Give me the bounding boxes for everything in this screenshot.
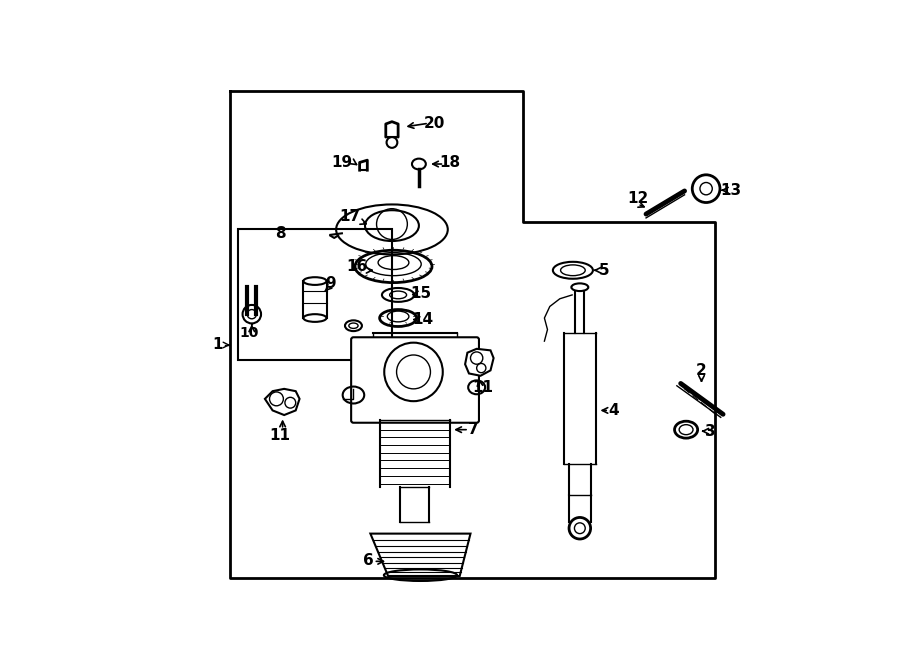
Polygon shape bbox=[465, 349, 493, 375]
Text: 13: 13 bbox=[720, 182, 742, 198]
Text: 11: 11 bbox=[270, 428, 291, 444]
Text: 6: 6 bbox=[364, 553, 374, 568]
Text: 12: 12 bbox=[627, 191, 649, 206]
Polygon shape bbox=[265, 389, 300, 415]
Text: 5: 5 bbox=[598, 263, 609, 278]
Text: 2: 2 bbox=[696, 363, 706, 378]
Text: 17: 17 bbox=[339, 209, 360, 224]
Text: 18: 18 bbox=[439, 155, 460, 170]
Text: 14: 14 bbox=[412, 312, 433, 327]
Bar bbox=[238, 229, 392, 360]
Text: 15: 15 bbox=[410, 286, 432, 301]
Polygon shape bbox=[371, 533, 471, 576]
Text: 19: 19 bbox=[331, 155, 353, 170]
Text: 4: 4 bbox=[608, 403, 619, 418]
FancyBboxPatch shape bbox=[351, 337, 479, 423]
Text: 9: 9 bbox=[325, 276, 336, 291]
Text: 1: 1 bbox=[212, 338, 222, 352]
Text: 8: 8 bbox=[275, 226, 285, 241]
Text: 16: 16 bbox=[346, 259, 368, 274]
Polygon shape bbox=[230, 91, 716, 578]
Text: 7: 7 bbox=[468, 422, 479, 437]
Text: 3: 3 bbox=[706, 424, 716, 439]
Text: 20: 20 bbox=[424, 116, 445, 131]
Text: 10: 10 bbox=[239, 327, 259, 340]
Text: 11: 11 bbox=[472, 380, 493, 395]
